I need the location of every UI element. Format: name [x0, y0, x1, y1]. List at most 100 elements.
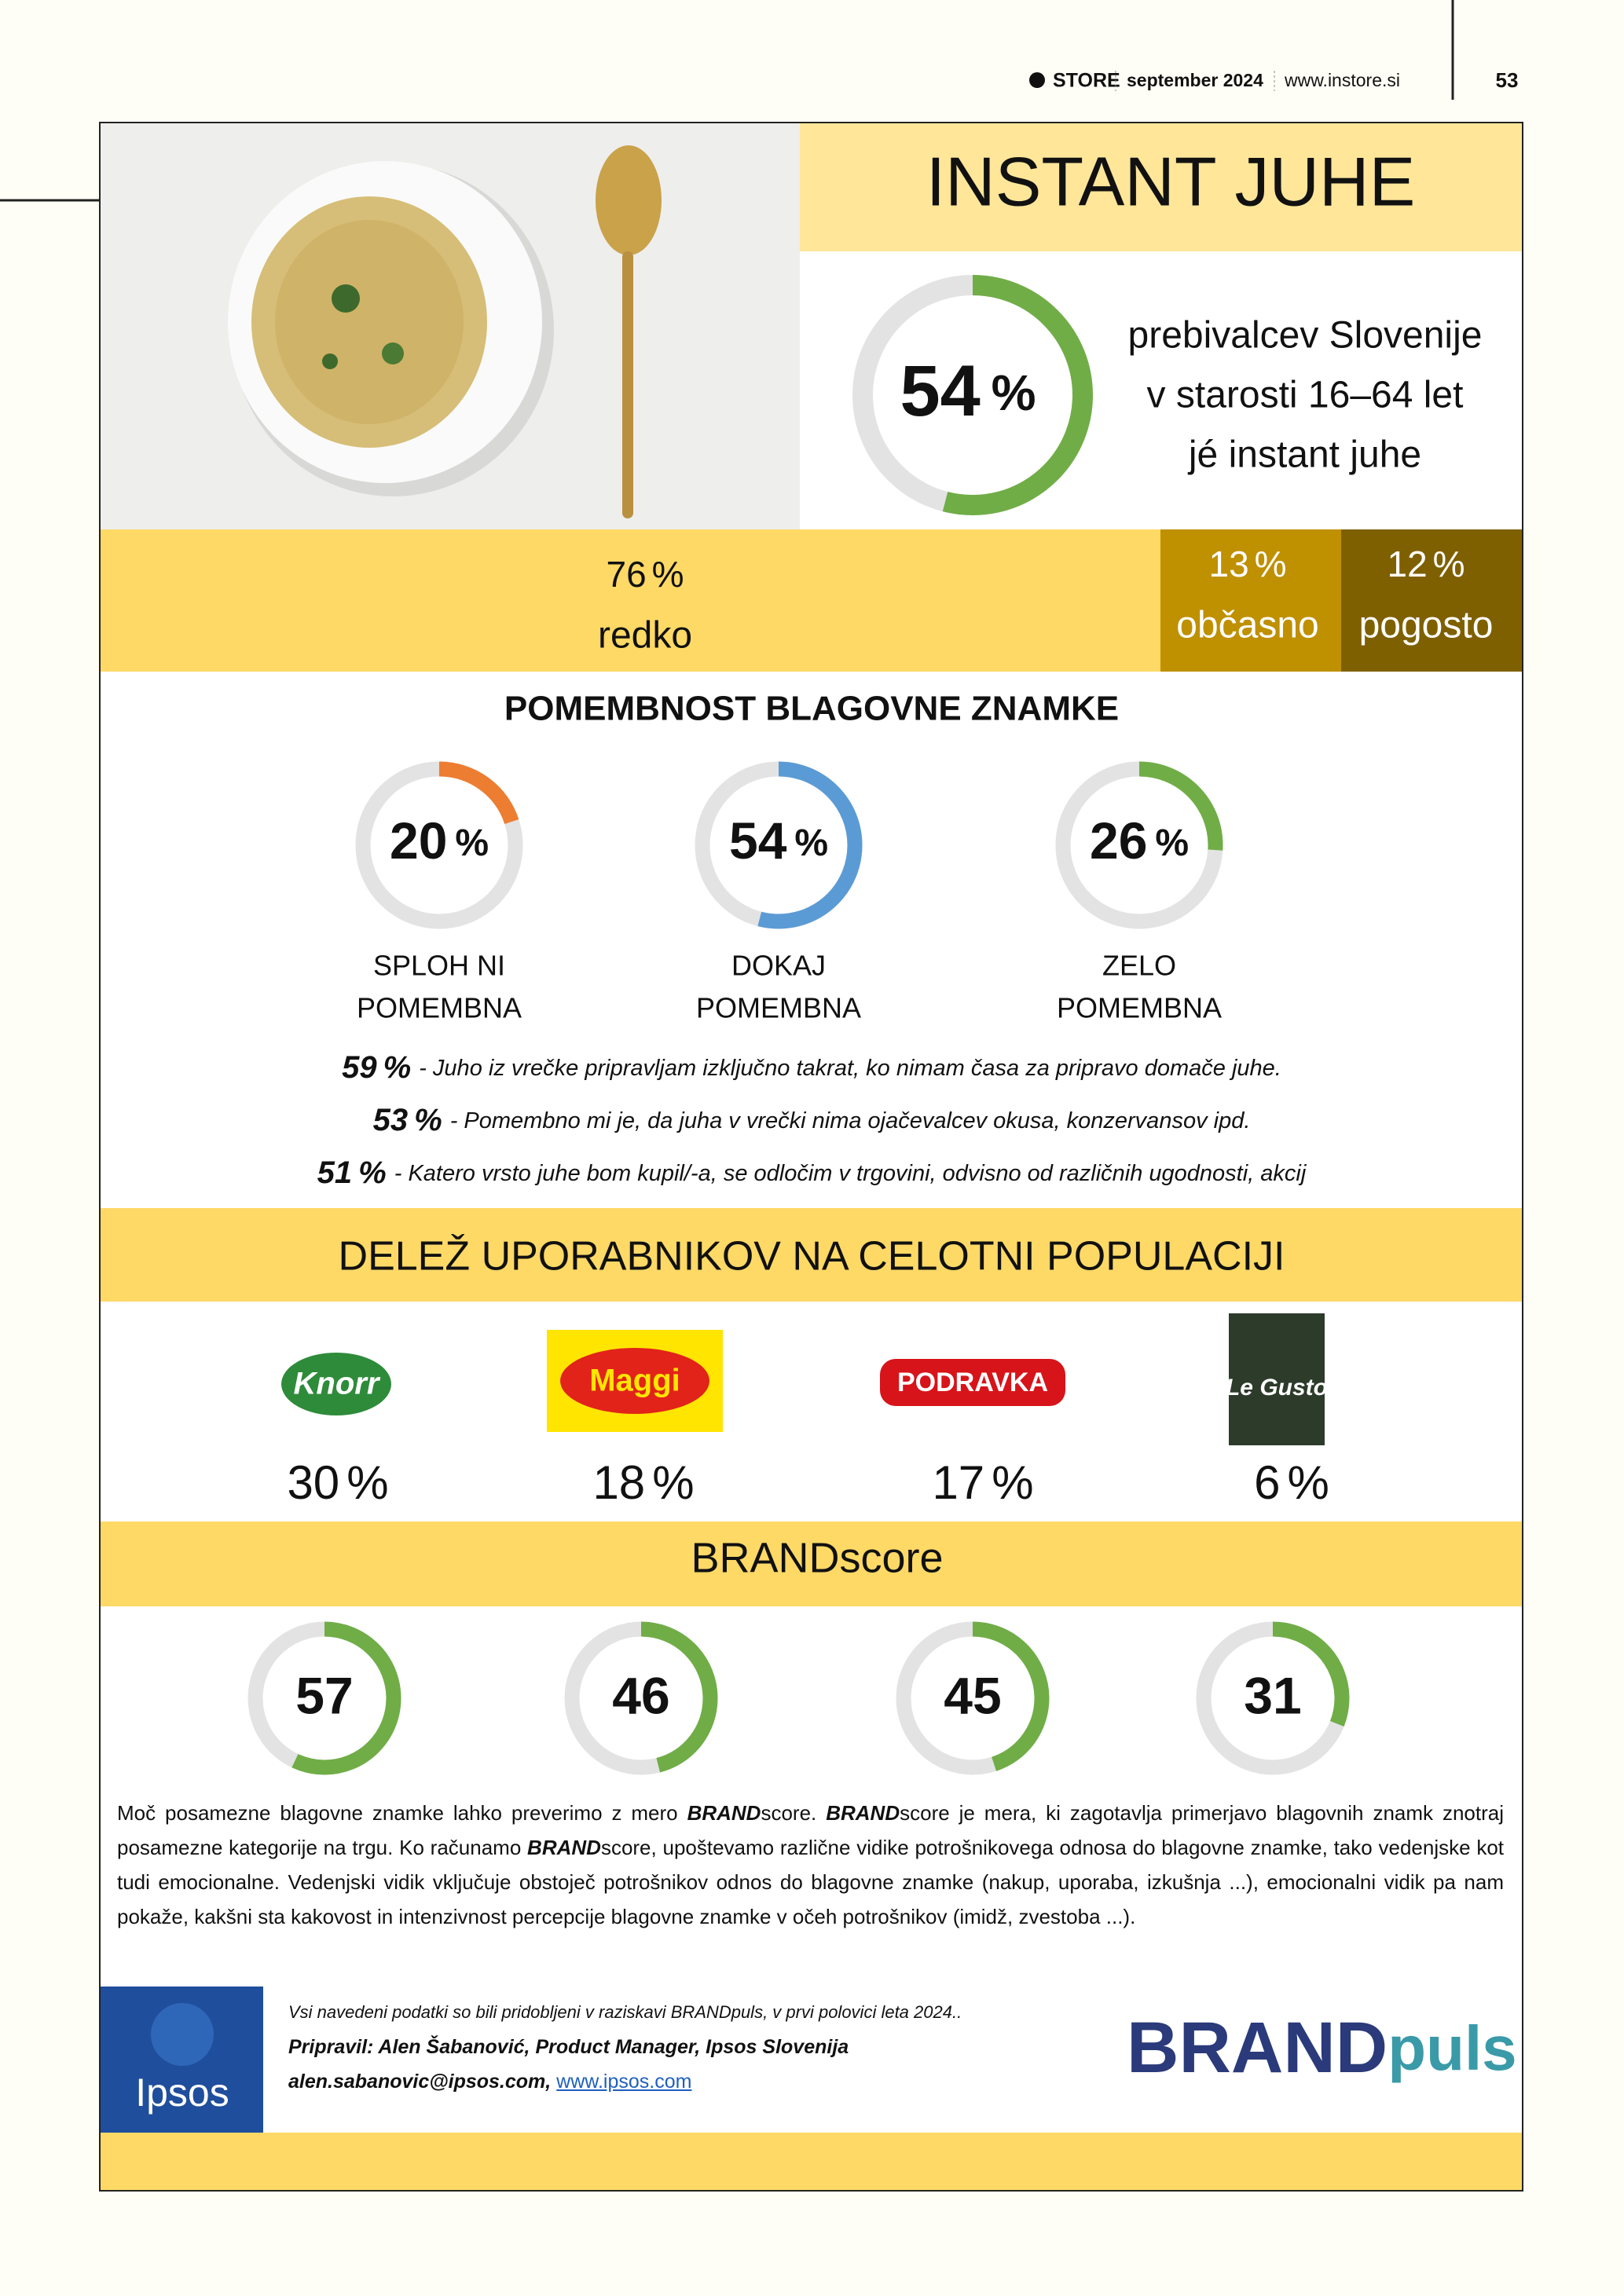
donut-arc	[1055, 761, 1223, 929]
usage-value: 54%	[900, 351, 1036, 431]
value: 30	[287, 1456, 339, 1509]
value: 13	[1209, 544, 1249, 584]
value: 54	[729, 811, 787, 870]
legusto-logo	[1229, 1313, 1325, 1445]
frequency-value: 76%	[607, 554, 684, 595]
value: 54	[900, 351, 980, 431]
section-title: BRANDscore	[691, 1534, 943, 1581]
brandscore-value: 45	[944, 1666, 1001, 1724]
spoon-handle	[622, 251, 633, 518]
statement: 53% - Pomembno mi je, da juha v vrečki ni…	[373, 1103, 1251, 1137]
importance-label: POMEMBNA	[1057, 992, 1222, 1024]
paragraph-run: score.	[761, 1801, 827, 1825]
unit: %	[1288, 1456, 1329, 1509]
herb	[322, 353, 338, 369]
footer-text: Vsi navedeni podatki so bili pridobljeni…	[288, 1995, 1074, 2099]
paragraph-run: BRAND	[527, 1836, 601, 1859]
frequency-value: 12%	[1388, 544, 1465, 584]
ipsos-logo	[151, 2003, 214, 2066]
link[interactable]: www.ipsos.com	[556, 2071, 692, 2093]
donut-arc	[896, 1621, 1050, 1775]
frequency-label: občasno	[1176, 605, 1318, 646]
unit: %	[346, 1456, 388, 1509]
header-url: www.instore.si	[1284, 70, 1400, 90]
statement: 51% - Katero vrsto juhe bom kupil/-a, se …	[317, 1155, 1307, 1190]
statement-text: - Juho iz vrečke pripravljam izključno t…	[419, 1056, 1281, 1081]
band	[101, 2133, 1522, 2190]
value: 20	[390, 811, 447, 870]
donut-arc	[355, 761, 523, 929]
paragraph-run: score je mera, ki zagotavlja primerjavo …	[117, 1801, 1505, 1859]
source-note: Vsi navedeni podatki so bili pridobljeni…	[288, 2002, 962, 2022]
value: 6	[1254, 1456, 1280, 1509]
statement-value: 59	[342, 1050, 377, 1085]
importance-value: 26%	[1090, 811, 1189, 870]
unit: %	[992, 364, 1036, 421]
brand-logo-text: Le Gusto	[1226, 1375, 1328, 1401]
value: 26	[1090, 811, 1147, 870]
herb	[382, 342, 404, 364]
unit: %	[1155, 822, 1189, 864]
unit: %	[652, 1456, 694, 1509]
brand-share: 6%	[1254, 1456, 1329, 1509]
brandscore-value: 57	[295, 1666, 353, 1724]
contact: alen.sabanovic@ipsos.com, www.ipsos.com	[288, 2064, 1074, 2099]
brandpuls-logo: BRANDpuls	[1127, 2008, 1517, 2088]
statement-value: 51	[317, 1155, 353, 1190]
importance-label: SPLOH NI	[373, 950, 505, 982]
spoon	[596, 145, 662, 255]
band	[101, 1208, 1522, 1302]
knorr-logo	[281, 1353, 391, 1415]
email: alen.sabanovic@ipsos.com,	[288, 2071, 552, 2093]
unit: %	[1433, 544, 1465, 584]
statement-unit: %	[383, 1050, 412, 1085]
unit: %	[992, 1456, 1033, 1509]
brand-logo-text: PODRAVKA	[897, 1368, 1048, 1397]
brandpuls-brand: BRAND	[1127, 2008, 1388, 2088]
paragraph-run: BRAND	[826, 1801, 900, 1825]
brand-share: 30%	[287, 1456, 388, 1509]
value: 17	[932, 1456, 984, 1509]
donut-arc	[564, 1621, 718, 1775]
unit: %	[794, 822, 828, 864]
donut-arc	[695, 761, 863, 929]
statement-value: 53	[373, 1103, 409, 1137]
author: Pripravil: Alen Šabanović, Product Manag…	[288, 2036, 849, 2058]
donut-arc	[247, 1621, 401, 1775]
usage-text: jé instant juhe	[1187, 434, 1421, 476]
ipsos-logo-text: Ipsos	[135, 2071, 229, 2115]
herb	[332, 284, 360, 313]
importance-label: DOKAJ	[731, 950, 826, 982]
statement-text: - Pomembno mi je, da juha v vrečki nima …	[450, 1108, 1251, 1133]
paragraph-run: BRAND	[687, 1801, 761, 1825]
podravka-logo	[880, 1359, 1065, 1406]
value: 18	[592, 1456, 645, 1509]
band	[1341, 529, 1522, 672]
band	[1160, 529, 1341, 672]
importance-label: ZELO	[1102, 950, 1176, 982]
value: 76	[607, 554, 647, 595]
store-icon	[1029, 72, 1045, 88]
frequency-label: pogosto	[1359, 605, 1494, 646]
brand-logo-text: Maggi	[589, 1364, 680, 1398]
brandscore-value: 31	[1244, 1666, 1301, 1724]
unit: %	[652, 554, 684, 595]
statement: 59% - Juho iz vrečke pripravljam izključn…	[342, 1050, 1281, 1085]
usage-text: prebivalcev Slovenije	[1128, 315, 1483, 357]
unit: %	[455, 822, 489, 864]
frequency-label: redko	[598, 615, 692, 657]
page-number: 53	[1496, 68, 1519, 92]
maggi-logo	[560, 1348, 709, 1414]
usage-text: v starosti 16–64 let	[1147, 375, 1464, 416]
noodles	[275, 220, 464, 424]
donut-arc	[1196, 1621, 1350, 1775]
band	[101, 1522, 1522, 1606]
paragraph-run: Moč posamezne blagovne znamke lahko prev…	[117, 1801, 687, 1825]
section-title: DELEŽ UPORABNIKOV NA CELOTNI POPULACIJI	[339, 1234, 1285, 1280]
description: Moč posamezne blagovne znamke lahko prev…	[117, 1796, 1504, 1934]
donut-arc	[852, 275, 1093, 515]
importance-label: POMEMBNA	[357, 992, 522, 1024]
frequency-value: 13%	[1209, 544, 1287, 584]
